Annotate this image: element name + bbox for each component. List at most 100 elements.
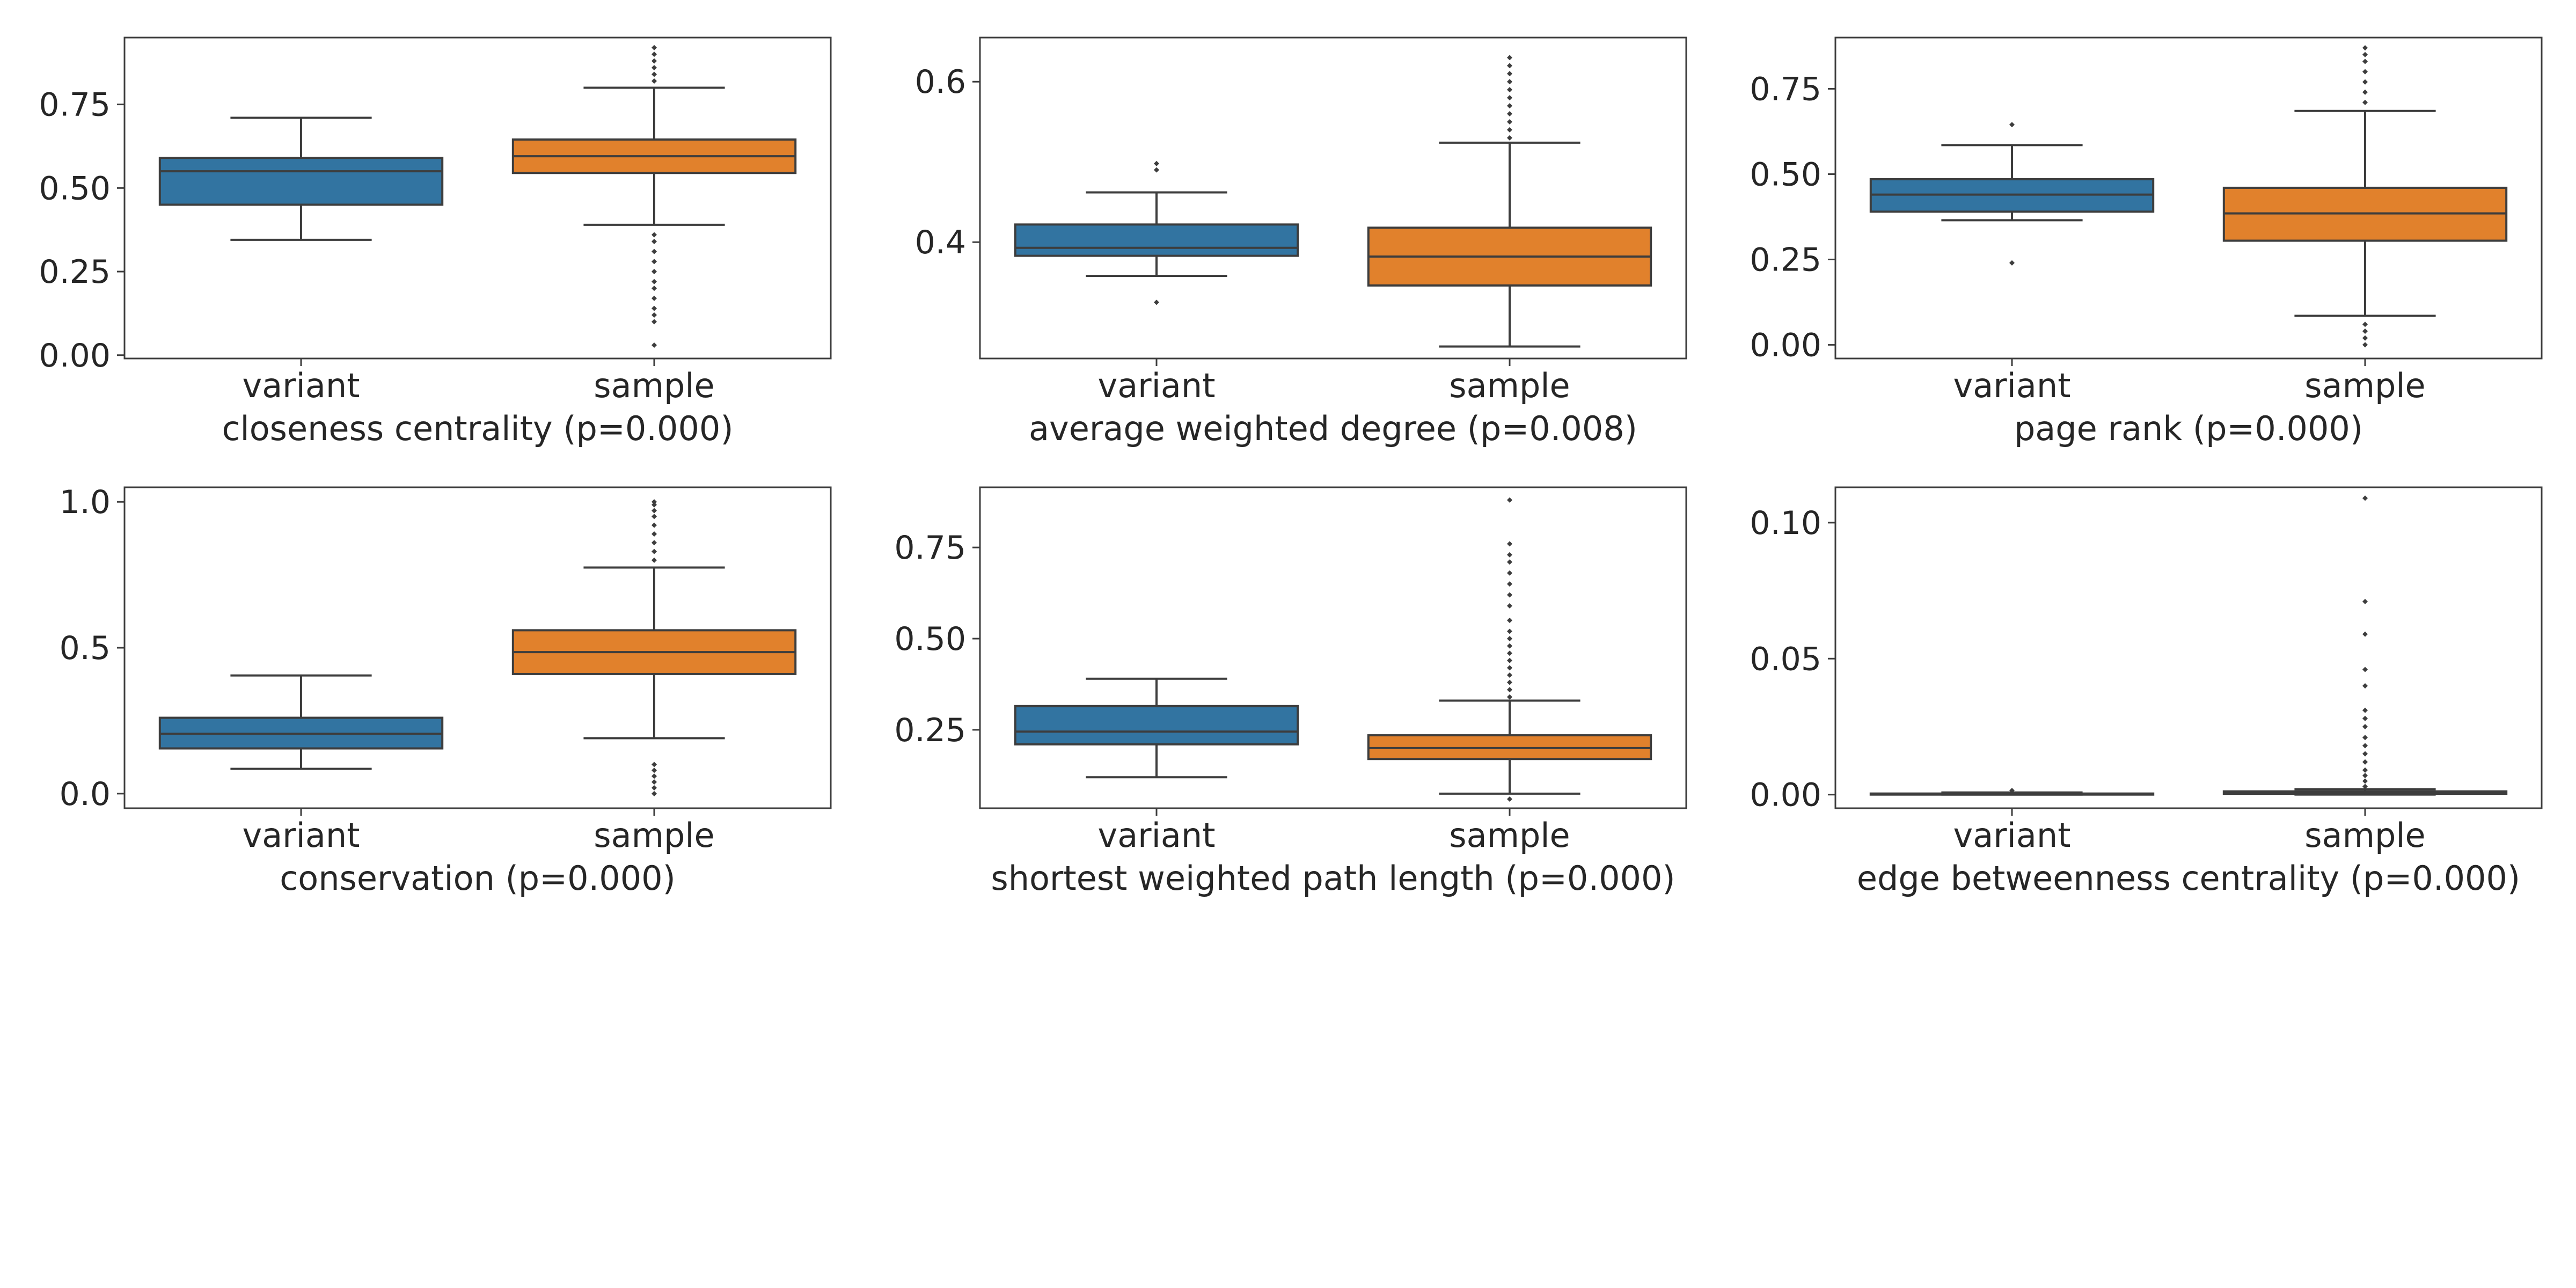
y-tick-label: 0.0 bbox=[60, 775, 111, 813]
outlier-point bbox=[2362, 495, 2368, 501]
outlier-point bbox=[1507, 796, 1512, 802]
x-tick-label: variant bbox=[1953, 816, 2071, 855]
outlier-point bbox=[1507, 618, 1512, 624]
outlier-point bbox=[1507, 581, 1512, 587]
outlier-point bbox=[2362, 715, 2368, 721]
x-axis-label: page rank (p=0.000) bbox=[2014, 409, 2363, 448]
y-tick-label: 0.25 bbox=[1750, 241, 1821, 279]
outlier-point bbox=[1507, 55, 1512, 61]
outlier-point bbox=[652, 762, 657, 767]
outlier-point bbox=[652, 295, 657, 301]
outlier-point bbox=[2009, 122, 2015, 128]
x-tick-label: variant bbox=[1098, 816, 1216, 855]
x-tick-label: variant bbox=[243, 366, 360, 405]
box-sample bbox=[511, 45, 797, 348]
outlier-point bbox=[652, 502, 657, 508]
outlier-point bbox=[1154, 167, 1159, 173]
outlier-point bbox=[652, 65, 657, 71]
outlier-point bbox=[652, 767, 657, 773]
y-tick-label: 0.00 bbox=[1750, 327, 1821, 364]
plot-frame bbox=[979, 36, 1687, 360]
outlier-point bbox=[1507, 71, 1512, 77]
outlier-point bbox=[652, 52, 657, 57]
y-tick-label: 0.05 bbox=[1750, 640, 1821, 678]
outlier-point bbox=[1507, 665, 1512, 671]
outlier-point bbox=[2362, 99, 2368, 105]
outlier-point bbox=[1507, 63, 1512, 69]
outlier-point bbox=[652, 248, 657, 254]
outlier-point bbox=[652, 514, 657, 519]
outlier-point bbox=[1507, 657, 1512, 663]
outlier-point bbox=[652, 259, 657, 265]
outlier-point bbox=[2362, 767, 2368, 773]
outlier-point bbox=[1507, 603, 1512, 609]
outlier-point bbox=[2362, 328, 2368, 334]
outlier-point bbox=[1507, 79, 1512, 85]
outlier-point bbox=[1154, 299, 1159, 305]
box-variant bbox=[1014, 160, 1299, 305]
y-tick-label: 0.10 bbox=[1750, 504, 1821, 542]
outlier-point bbox=[1507, 592, 1512, 598]
x-tick-label: sample bbox=[1449, 366, 1570, 405]
outlier-point bbox=[2362, 683, 2368, 689]
x-tick-label: sample bbox=[594, 366, 714, 405]
outlier-point bbox=[1507, 127, 1512, 133]
iqr-box bbox=[1014, 705, 1299, 746]
outlier-point bbox=[2009, 788, 2015, 794]
outlier-point bbox=[652, 499, 657, 505]
outlier-point bbox=[652, 522, 657, 528]
outlier-point bbox=[2362, 79, 2368, 85]
outlier-point bbox=[652, 779, 657, 785]
outlier-point bbox=[652, 531, 657, 537]
outlier-point bbox=[2362, 784, 2368, 789]
x-tick-label: sample bbox=[1449, 816, 1570, 855]
box-sample bbox=[1367, 497, 1652, 802]
outlier-point bbox=[2362, 45, 2368, 51]
chart-panel-6: 0.00 0.05 0.10 variant sample edge betweennes… bbox=[1750, 486, 2543, 898]
outlier-point bbox=[1507, 559, 1512, 565]
outlier-point bbox=[652, 557, 657, 563]
outlier-point bbox=[652, 71, 657, 77]
outlier-point bbox=[1507, 119, 1512, 125]
outlier-point bbox=[2362, 667, 2368, 672]
outlier-point bbox=[1507, 650, 1512, 656]
y-tick-label: 0.50 bbox=[39, 170, 111, 207]
box-variant bbox=[158, 116, 444, 241]
y-tick-label: 0.6 bbox=[915, 63, 966, 101]
chart-panel-5: 0.25 0.50 0.75 variant sample shortest weight… bbox=[894, 486, 1687, 898]
box-variant bbox=[1869, 122, 2155, 266]
outlier-point bbox=[1507, 628, 1512, 634]
outlier-point bbox=[2362, 778, 2368, 784]
outlier-point bbox=[652, 791, 657, 796]
x-axis-label: edge betweenness centrality (p=0.000) bbox=[1857, 859, 2520, 898]
x-tick-label: variant bbox=[1098, 366, 1216, 405]
outlier-point bbox=[652, 45, 657, 50]
outlier-point bbox=[1507, 497, 1512, 503]
outlier-point bbox=[2362, 759, 2368, 765]
y-tick-label: 0.5 bbox=[60, 630, 111, 667]
y-tick-label: 0.75 bbox=[39, 86, 111, 124]
outlier-point bbox=[1507, 570, 1512, 576]
outlier-point bbox=[652, 78, 657, 84]
x-axis-label: average weighted degree (p=0.008) bbox=[1029, 409, 1637, 448]
outlier-point bbox=[652, 548, 657, 554]
box-sample bbox=[2222, 45, 2508, 348]
outlier-point bbox=[1507, 87, 1512, 93]
outlier-point bbox=[2362, 707, 2368, 713]
outlier-point bbox=[2362, 751, 2368, 757]
outlier-point bbox=[1507, 95, 1512, 101]
y-tick-label: 0.75 bbox=[1750, 70, 1821, 108]
outlier-point bbox=[2009, 260, 2015, 266]
outlier-point bbox=[652, 508, 657, 514]
outlier-point bbox=[652, 540, 657, 546]
box-sample bbox=[511, 499, 797, 796]
outlier-point bbox=[1154, 160, 1159, 166]
outlier-point bbox=[1507, 672, 1512, 678]
x-tick-label: variant bbox=[1953, 366, 2071, 405]
x-axis-label: closeness centrality (p=0.000) bbox=[222, 409, 733, 448]
plot-frame bbox=[1834, 36, 2543, 360]
outlier-point bbox=[652, 312, 657, 318]
box-variant bbox=[158, 674, 444, 770]
outlier-point bbox=[2362, 342, 2368, 348]
